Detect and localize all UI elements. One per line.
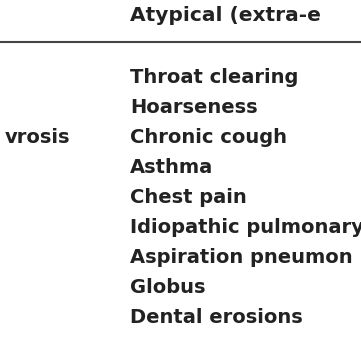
Text: Idiopathic pulmonary: Idiopathic pulmonary — [130, 218, 361, 237]
Text: Chronic cough: Chronic cough — [130, 128, 287, 147]
Text: Hoarseness: Hoarseness — [130, 98, 258, 117]
Text: Aspiration pneumon: Aspiration pneumon — [130, 248, 353, 267]
Text: Globus: Globus — [130, 278, 205, 297]
Text: Chest pain: Chest pain — [130, 188, 247, 207]
Text: Throat clearing: Throat clearing — [130, 68, 299, 87]
Text: Atypical (extra-e: Atypical (extra-e — [130, 6, 321, 25]
Text: vrosis: vrosis — [5, 128, 70, 147]
Text: Asthma: Asthma — [130, 158, 213, 177]
Text: Dental erosions: Dental erosions — [130, 308, 303, 327]
